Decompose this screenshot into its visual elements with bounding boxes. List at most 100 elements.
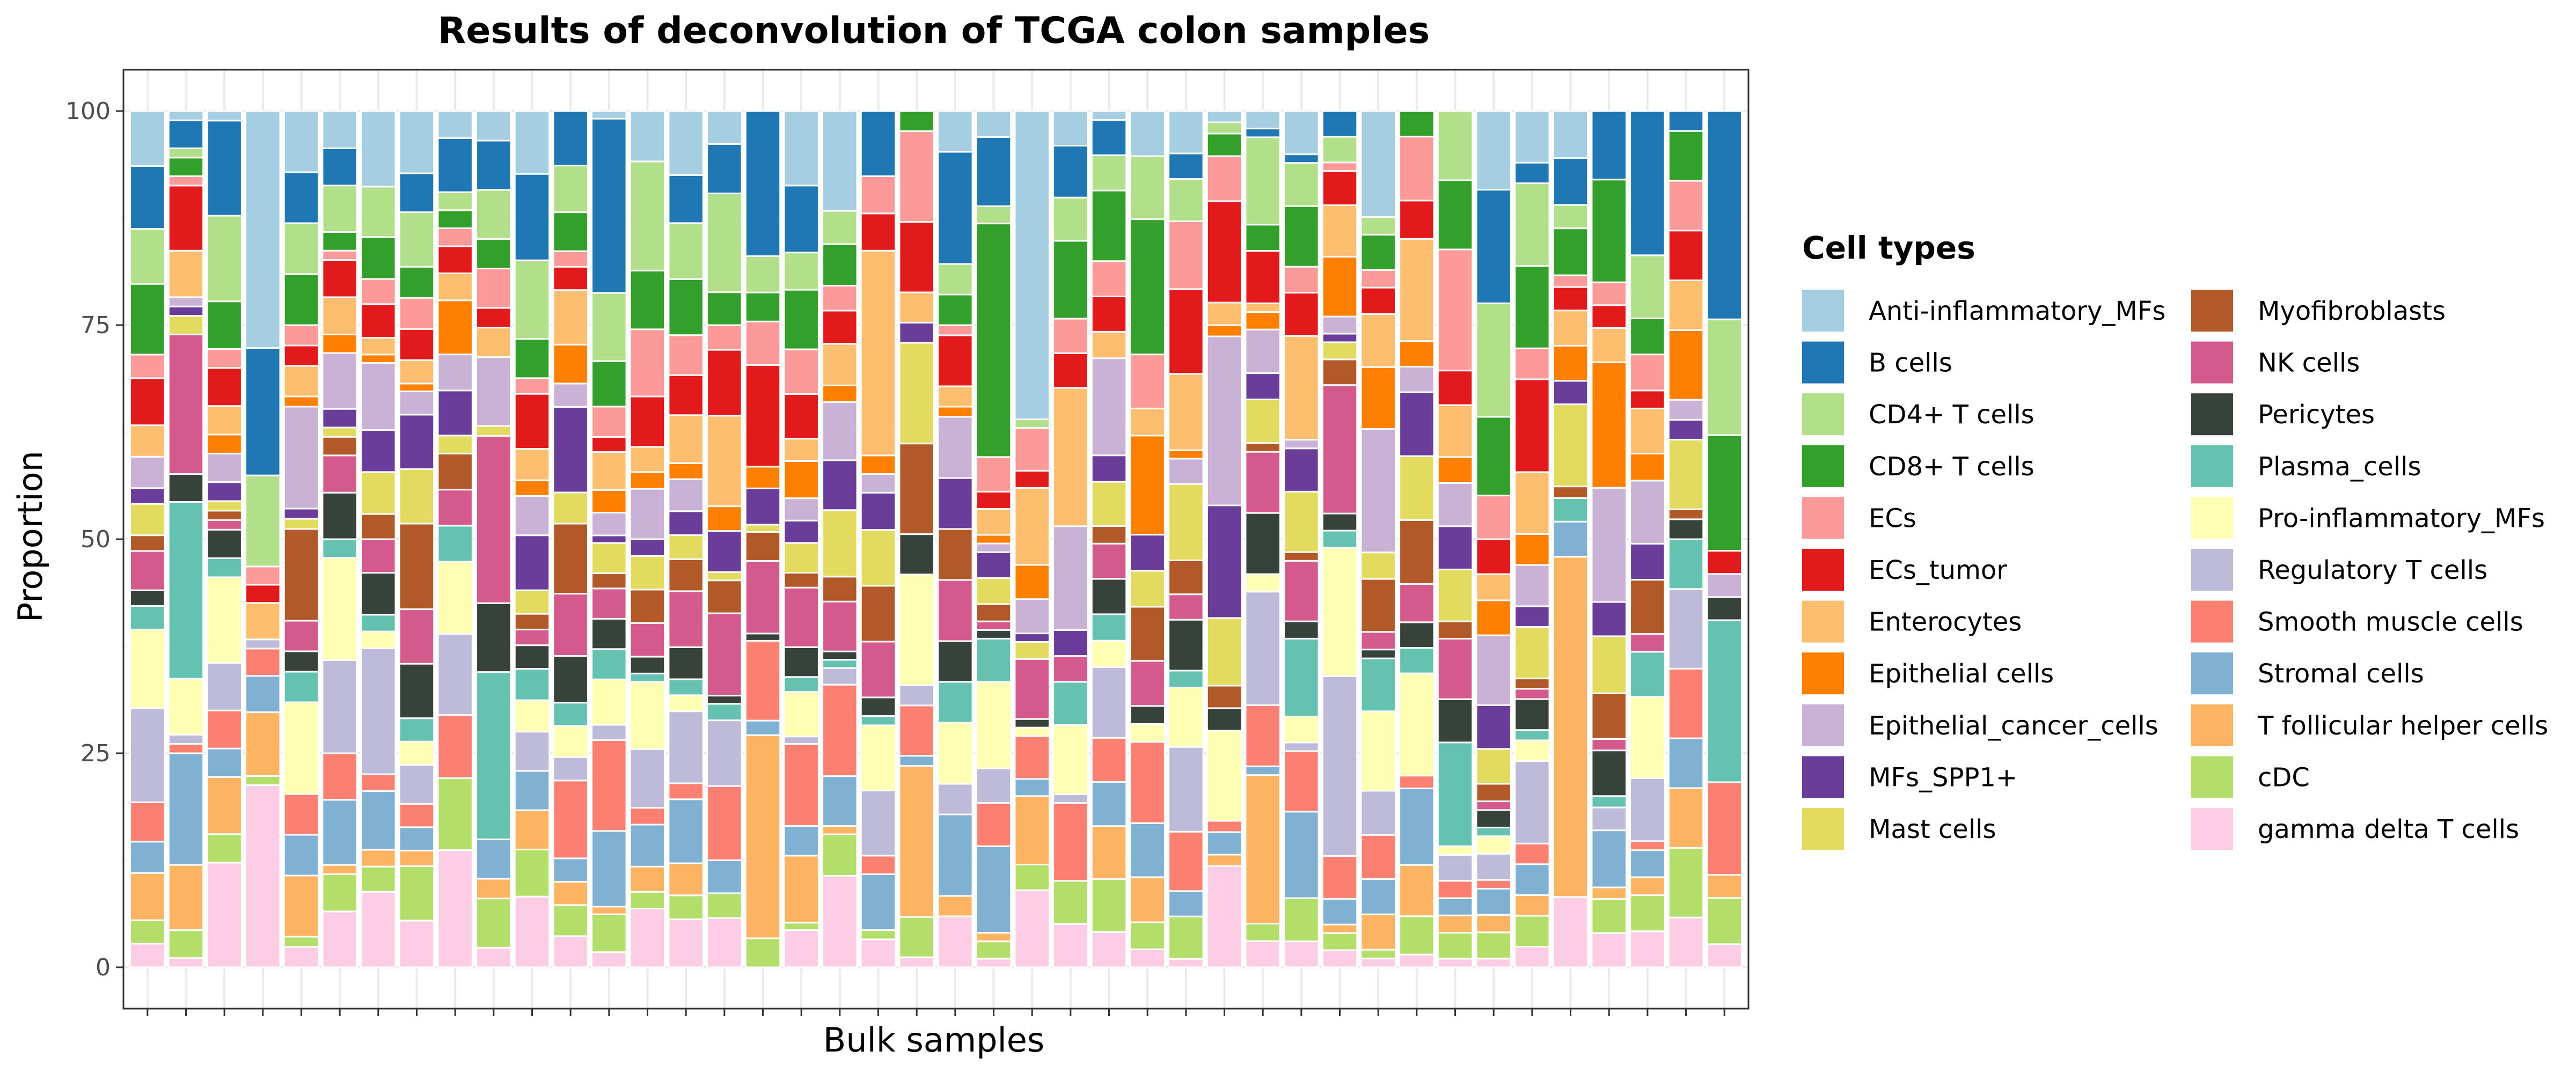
bar-segment <box>284 111 319 172</box>
bar-segment <box>1130 949 1165 967</box>
bar-segment <box>1630 111 1665 255</box>
bar-segment <box>823 344 858 385</box>
bar-segment <box>1707 435 1742 551</box>
bar-segment <box>284 366 319 396</box>
bar-segment <box>1169 671 1204 688</box>
bar-segment <box>1630 841 1665 850</box>
bar-segment <box>477 672 511 840</box>
bar-segment <box>1630 877 1665 895</box>
bar-segment <box>1322 531 1357 548</box>
bar-segment <box>745 321 780 365</box>
bar-segment <box>1246 225 1280 251</box>
bar-segment <box>284 672 319 702</box>
legend-swatch <box>2191 445 2233 487</box>
bar-segment <box>1630 255 1665 319</box>
bar-segment <box>1053 388 1088 526</box>
bar-stack <box>169 111 203 967</box>
legend-item: Epithelial_cancer_cells <box>1802 704 2158 746</box>
bar-segment <box>1322 899 1357 924</box>
legend-label: Enterocytes <box>1869 607 2022 637</box>
bar-segment <box>861 716 896 725</box>
bar-segment <box>1322 342 1357 359</box>
bar-segment <box>477 239 511 268</box>
bar-segment <box>169 958 203 967</box>
bar-segment <box>1207 336 1242 505</box>
bar-segment <box>630 396 665 447</box>
bar-segment <box>130 355 165 378</box>
legend-item: Myofibroblasts <box>2191 290 2446 332</box>
legend-label: Regulatory T cells <box>2258 555 2487 585</box>
bar-segment <box>284 876 319 937</box>
bar-segment <box>1361 711 1396 791</box>
bar-segment <box>553 703 588 726</box>
bar-segment <box>1322 359 1357 385</box>
bar-segment <box>745 111 780 256</box>
bar-segment <box>553 881 588 905</box>
bar-segment <box>1169 450 1204 459</box>
bar-segment <box>1053 795 1088 803</box>
bar-segment <box>899 322 934 343</box>
bar-segment <box>1169 832 1204 891</box>
bar-segment <box>169 865 203 930</box>
bar-segment <box>1015 890 1050 967</box>
bar-segment <box>1630 391 1665 409</box>
bar-segment <box>1592 636 1627 693</box>
bar-segment <box>669 511 704 535</box>
bar-segment <box>976 137 1011 206</box>
bar-segment <box>1361 658 1396 711</box>
bar-segment <box>1476 635 1511 705</box>
legend-label: cDC <box>2258 762 2310 792</box>
bar-segment <box>861 790 896 855</box>
legend-label: CD8+ T cells <box>1869 452 2035 482</box>
bar-segment <box>1438 180 1473 249</box>
bar-segment <box>130 708 165 803</box>
legend-swatch <box>1802 497 1844 539</box>
bar-segment <box>1246 766 1280 775</box>
bar-segment <box>438 490 473 526</box>
bar-segment <box>592 293 627 361</box>
bar-segment <box>784 692 819 737</box>
legend: Cell types Anti-inflammatory_MFsB cellsC… <box>1802 230 2548 850</box>
bar-segment <box>1476 810 1511 828</box>
bar-segment <box>207 406 242 435</box>
bar-segment <box>553 384 588 407</box>
legend-swatch <box>1802 342 1844 384</box>
bar-segment <box>399 173 434 212</box>
bar-segment <box>169 111 203 120</box>
bar-stack <box>1361 111 1396 967</box>
bar-segment <box>246 567 281 585</box>
bar-segment <box>976 682 1011 768</box>
bar-segment <box>323 353 357 409</box>
legend-swatch <box>2191 497 2233 539</box>
bar-segment <box>553 656 588 703</box>
bar-segment <box>1130 408 1165 435</box>
bar-segment <box>515 614 550 629</box>
bar-segment <box>207 558 242 577</box>
bar-segment <box>1592 796 1627 807</box>
chart-title: Results of deconvolution of TCGA colon s… <box>438 10 1430 52</box>
bar-segment <box>1707 620 1742 782</box>
bar-segment <box>399 524 434 609</box>
bar-segment <box>823 510 858 577</box>
bar-segment <box>477 190 511 239</box>
bar-segment <box>1476 784 1511 802</box>
bar-segment <box>1130 355 1165 409</box>
bar-segment <box>1015 428 1050 471</box>
bar-segment <box>323 753 357 800</box>
bar-segment <box>323 409 357 428</box>
bar-segment <box>1322 950 1357 967</box>
bar-segment <box>361 304 396 338</box>
bar-segment <box>323 865 357 874</box>
bar-segment <box>1400 201 1435 239</box>
bar-segment <box>592 513 627 535</box>
bar-segment <box>399 360 434 384</box>
bar-segment <box>976 491 1011 509</box>
bar-segment <box>1438 638 1473 699</box>
bar-segment <box>976 959 1011 967</box>
bar-segment <box>1322 171 1357 205</box>
bar-segment <box>1668 330 1703 400</box>
bar-segment <box>399 609 434 664</box>
bar-segment <box>1207 821 1242 832</box>
bar-segment <box>477 269 511 308</box>
bar-segment <box>1169 688 1204 747</box>
